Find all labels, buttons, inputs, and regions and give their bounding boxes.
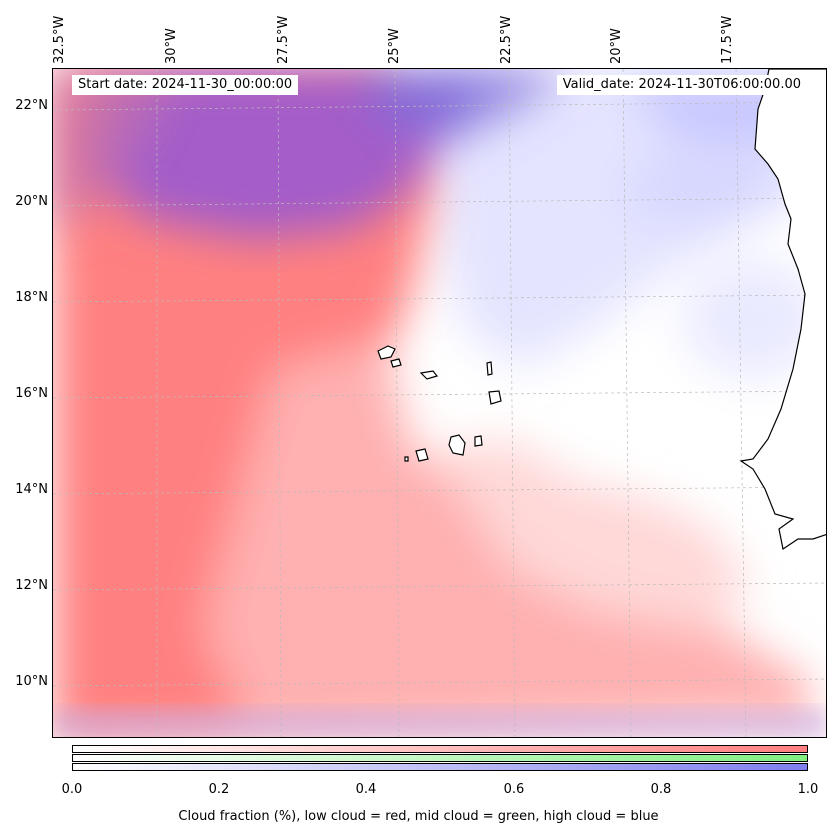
colorbar-caption: Cloud fraction (%), low cloud = red, mid…	[178, 809, 659, 824]
valid-date-label: Valid_date: 2024-11-30T06:00:00.00	[556, 75, 807, 95]
start-date-label: Start date: 2024-11-30_00:00:00	[72, 75, 299, 95]
low-cloud-colorbar	[72, 745, 808, 753]
lat-label-20n: 20°N	[15, 194, 48, 209]
lon-label-32-5w: 32.5°W	[52, 15, 67, 64]
lon-label-20w: 20°W	[609, 28, 624, 64]
cloud-fraction-map	[53, 69, 826, 737]
lat-label-12n: 12°N	[15, 578, 48, 593]
colorbar-tick-0: 0.0	[61, 782, 83, 797]
lat-label-16n: 16°N	[15, 386, 48, 401]
south-fringe	[53, 709, 826, 737]
lon-label-30w: 30°W	[164, 28, 179, 64]
lon-label-22-5w: 22.5°W	[499, 15, 514, 64]
lat-label-22n: 22°N	[15, 98, 48, 113]
lat-label-10n: 10°N	[15, 674, 48, 689]
mid-cloud-colorbar	[72, 754, 808, 762]
lat-label-18n: 18°N	[15, 290, 48, 305]
colorbar-group	[72, 745, 808, 771]
high-cloud-colorbar	[72, 763, 808, 771]
colorbar-tick-0-4: 0.4	[355, 782, 377, 797]
colorbar-tick-0-8: 0.8	[650, 782, 672, 797]
lon-label-17-5w: 17.5°W	[720, 15, 735, 64]
colorbar-tick-0-2: 0.2	[208, 782, 230, 797]
graticule	[53, 69, 826, 737]
colorbar-tick-1: 1.0	[797, 782, 819, 797]
cape-verde-islands	[377, 345, 502, 462]
colorbar-tick-0-6: 0.6	[503, 782, 525, 797]
map-panel	[52, 68, 827, 738]
lon-label-25w: 25°W	[387, 28, 402, 64]
lon-label-27-5w: 27.5°W	[276, 15, 291, 64]
lat-label-14n: 14°N	[15, 482, 48, 497]
coastline	[739, 69, 826, 550]
